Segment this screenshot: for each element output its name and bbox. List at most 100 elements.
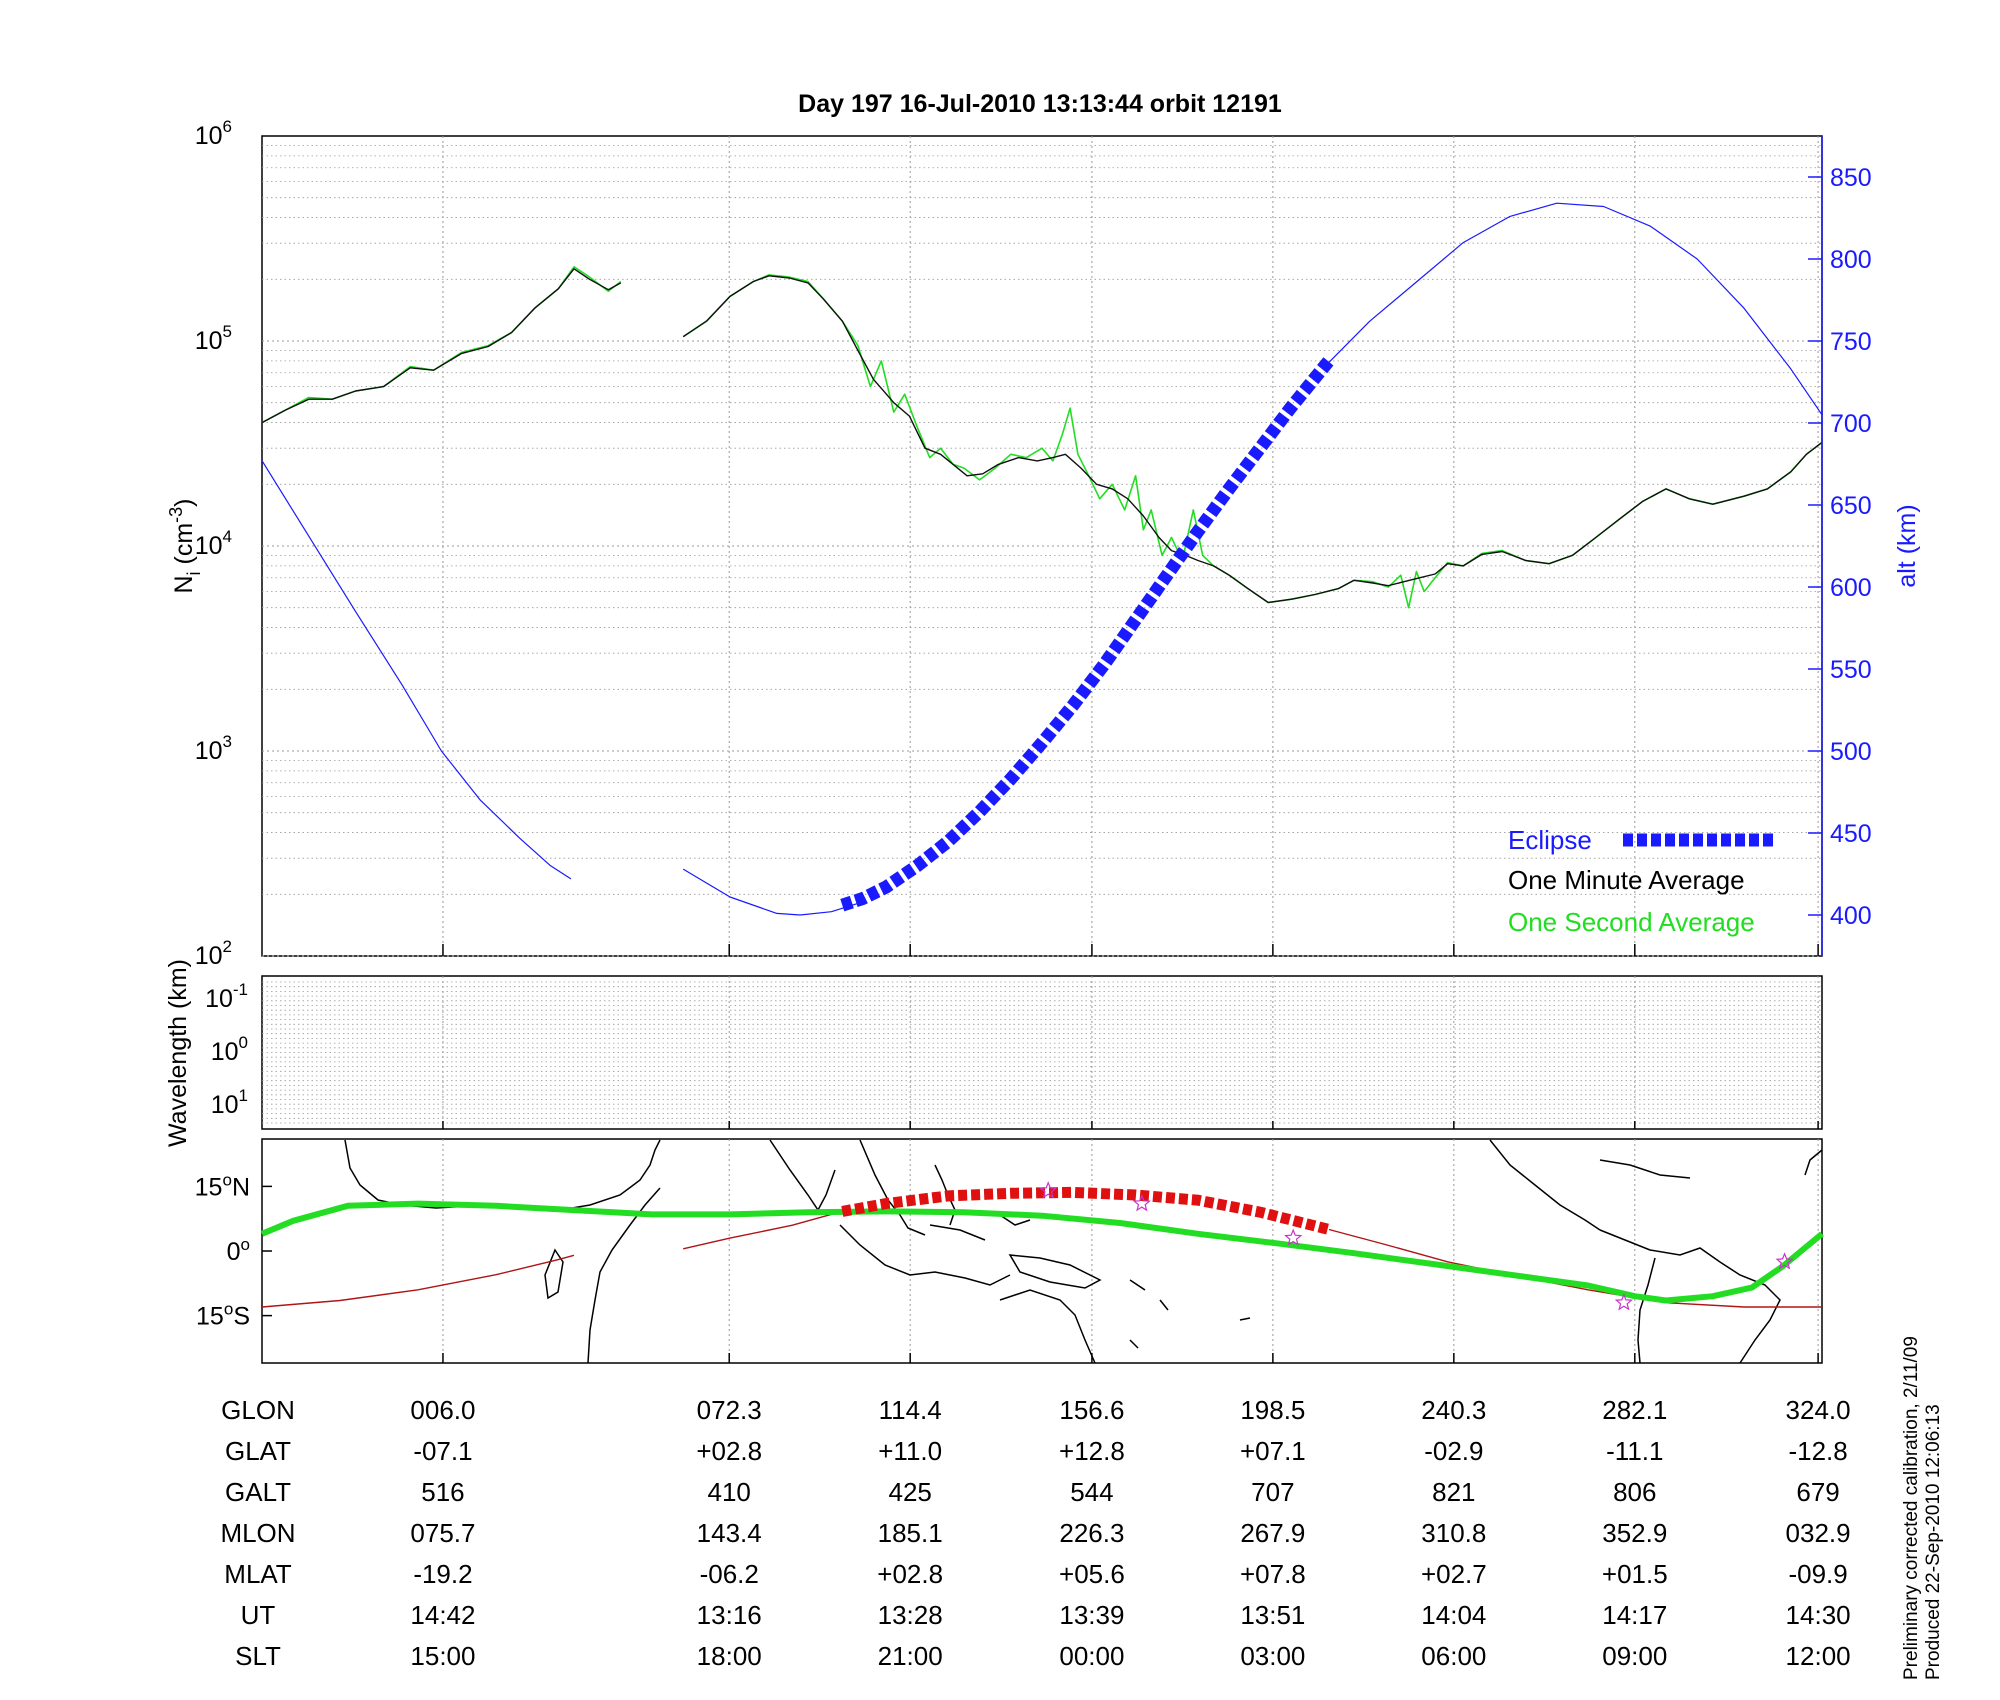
series-eclipse-segment-0 bbox=[840, 356, 1335, 912]
table-row-label: MLON bbox=[220, 1518, 295, 1548]
map-grid bbox=[442, 1139, 1819, 1363]
table-cell: 13:39 bbox=[1059, 1600, 1124, 1630]
right-tick-label: 800 bbox=[1830, 246, 1872, 274]
position-star-marker bbox=[1132, 1193, 1151, 1212]
india-coastline bbox=[769, 1139, 836, 1212]
table-cell: 240.3 bbox=[1421, 1395, 1486, 1425]
table-cell: 13:28 bbox=[878, 1600, 943, 1630]
southeast-asia-coastline bbox=[859, 1139, 926, 1236]
ground-track-map: 15oN 0o 15oS bbox=[195, 1138, 1824, 1364]
table-row-label: GLON bbox=[221, 1395, 295, 1425]
australia-coastline bbox=[999, 1289, 1096, 1364]
density-series bbox=[261, 202, 1823, 916]
table-cell: -19.2 bbox=[413, 1559, 472, 1589]
table-cell: +02.8 bbox=[877, 1559, 943, 1589]
magnetic-track-segment bbox=[683, 1211, 840, 1250]
table-row-label: GLAT bbox=[225, 1436, 291, 1466]
produced-note: Produced 22-Sep-2010 12:06:13 bbox=[1923, 1404, 1944, 1680]
altitude-axis-label: alt (km) bbox=[1893, 504, 1921, 587]
table-cell: 267.9 bbox=[1240, 1518, 1305, 1548]
new-guinea-coastline bbox=[1008, 1254, 1102, 1289]
table-cell: +02.8 bbox=[696, 1436, 762, 1466]
indonesia-coastline bbox=[839, 1214, 1031, 1286]
legend-eclipse-label: Eclipse bbox=[1508, 825, 1592, 855]
density-left-axis: 102 103 104 105 106 bbox=[195, 117, 232, 970]
position-star-marker bbox=[1775, 1252, 1794, 1270]
latitude-axis: 15oN 0o 15oS bbox=[195, 1170, 272, 1331]
central-america-coastline bbox=[1489, 1139, 1601, 1231]
position-star-marker bbox=[1284, 1228, 1303, 1246]
wavelength-axis: 10-1 100 101 bbox=[205, 980, 248, 1119]
position-star-marker bbox=[1039, 1181, 1058, 1199]
wavelength-tick-label: 100 bbox=[211, 1033, 248, 1066]
geographic-ground-track bbox=[260, 1200, 1824, 1304]
africa-east-coastline bbox=[587, 1187, 661, 1364]
wavelength-tick-label: 101 bbox=[211, 1086, 248, 1119]
chart-title: Day 197 16-Jul-2010 13:13:44 orbit 12191 bbox=[798, 90, 1282, 118]
table-cell: +12.8 bbox=[1059, 1436, 1125, 1466]
right-tick-label: 850 bbox=[1830, 164, 1872, 192]
table-cell: 14:42 bbox=[410, 1600, 475, 1630]
table-cell: +01.5 bbox=[1602, 1559, 1668, 1589]
legend: Eclipse One Minute Average One Second Av… bbox=[1508, 825, 1775, 937]
wavelength-panel: 10-1 100 101 Wavelength (km) bbox=[164, 959, 1823, 1147]
madagascar-coastline bbox=[544, 1248, 564, 1300]
table-cell: -06.2 bbox=[700, 1559, 759, 1589]
density-panel: 102 103 104 105 106 400 450 500 550 600 650 700 750… bbox=[166, 117, 1921, 970]
table-cell: -02.9 bbox=[1424, 1436, 1483, 1466]
table-cell: 21:00 bbox=[878, 1641, 943, 1671]
table-cell: -07.1 bbox=[413, 1436, 472, 1466]
right-tick-label: 750 bbox=[1830, 328, 1872, 356]
table-row-label: GALT bbox=[225, 1477, 291, 1507]
table-cell: 324.0 bbox=[1786, 1395, 1851, 1425]
table-cell: 143.4 bbox=[697, 1518, 762, 1548]
table-cell: 15:00 bbox=[410, 1641, 475, 1671]
left-tick-label: 104 bbox=[195, 527, 232, 560]
table-cell: 13:51 bbox=[1240, 1600, 1305, 1630]
table-cell: 14:30 bbox=[1786, 1600, 1851, 1630]
latitude-tick-label: 15oN bbox=[195, 1170, 250, 1201]
table-cell: 310.8 bbox=[1421, 1518, 1486, 1548]
table-cell: 679 bbox=[1796, 1477, 1839, 1507]
right-tick-label: 500 bbox=[1830, 738, 1872, 766]
right-tick-label: 600 bbox=[1830, 574, 1872, 602]
table-cell: 06:00 bbox=[1421, 1641, 1486, 1671]
table-cell: 821 bbox=[1432, 1477, 1475, 1507]
latitude-tick-label: 0o bbox=[227, 1235, 250, 1266]
density-axis-label: Ni (cm-3) bbox=[166, 498, 204, 593]
left-tick-label: 105 bbox=[195, 322, 232, 355]
wavelength-grid bbox=[262, 976, 1822, 1129]
series-alt-km--segment-0 bbox=[261, 460, 572, 880]
series-alt-km--segment-2 bbox=[1328, 202, 1823, 416]
legend-minute-label: One Minute Average bbox=[1508, 865, 1745, 895]
table-cell: 185.1 bbox=[878, 1518, 943, 1548]
ground-tracks bbox=[260, 1181, 1824, 1311]
right-tick-label: 450 bbox=[1830, 820, 1872, 848]
orbit-data-table: GLON GLAT GALT MLON MLAT UT SLT 006.0 -07.1 516 07… bbox=[220, 1395, 1850, 1671]
table-cell: 544 bbox=[1070, 1477, 1113, 1507]
table-cell: 806 bbox=[1613, 1477, 1656, 1507]
table-cell: 226.3 bbox=[1059, 1518, 1124, 1548]
right-tick-label: 650 bbox=[1830, 492, 1872, 520]
right-tick-label: 700 bbox=[1830, 410, 1872, 438]
table-cell: 18:00 bbox=[697, 1641, 762, 1671]
table-cell: 198.5 bbox=[1240, 1395, 1305, 1425]
series-alt-km--segment-1 bbox=[682, 868, 863, 916]
calibration-note: Preliminary corrected calibration, 2/11/… bbox=[1901, 1336, 1922, 1680]
caribbean-coastline bbox=[1599, 1159, 1691, 1179]
wavelength-axis-label: Wavelength (km) bbox=[164, 959, 192, 1147]
table-cell: 352.9 bbox=[1602, 1518, 1667, 1548]
table-cell: 410 bbox=[708, 1477, 751, 1507]
wavelength-tick-label: 10-1 bbox=[205, 980, 248, 1013]
table-cell: 516 bbox=[421, 1477, 464, 1507]
table-cell: 707 bbox=[1251, 1477, 1294, 1507]
table-row-label: MLAT bbox=[224, 1559, 292, 1589]
magnetic-track-segment bbox=[261, 1254, 575, 1308]
table-cell: 282.1 bbox=[1602, 1395, 1667, 1425]
table-cell: +07.1 bbox=[1240, 1436, 1306, 1466]
left-tick-label: 102 bbox=[195, 937, 232, 970]
table-cell: 00:00 bbox=[1059, 1641, 1124, 1671]
table-cell: 156.6 bbox=[1059, 1395, 1124, 1425]
table-cell: 075.7 bbox=[410, 1518, 475, 1548]
